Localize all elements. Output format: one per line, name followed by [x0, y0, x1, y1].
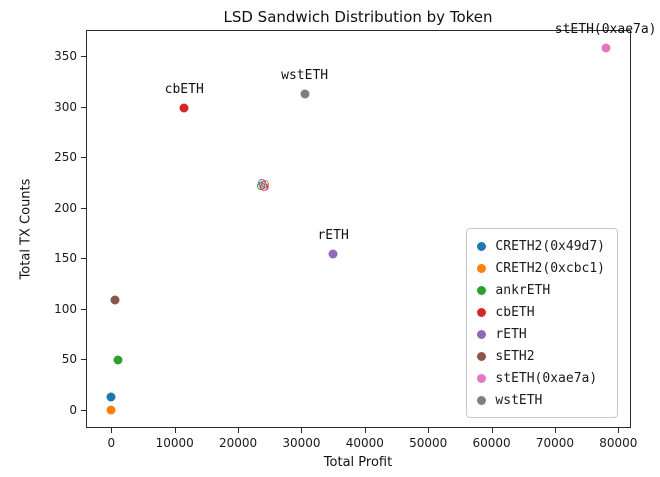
legend-label: cbETH [495, 304, 535, 320]
legend-marker-icon [477, 329, 487, 339]
legend-label: wstETH [495, 392, 543, 408]
legend-item: wstETH [477, 391, 605, 409]
legend-label: CRETH2(0x49d7) [495, 238, 605, 254]
legend: CRETH2(0x49d7) CRETH2(0xcbc1) ankrETH cbETH… [466, 228, 618, 418]
legend-item: CRETH2(0xcbc1) [477, 259, 605, 277]
legend-label: stETH(0xae7a) [495, 370, 598, 386]
scatter-point [601, 43, 611, 53]
y-tick-label: 100 [54, 301, 77, 316]
scatter-point [110, 295, 120, 305]
chart-title: LSD Sandwich Distribution by Token [223, 8, 493, 26]
legend-label: ankrETH [495, 282, 551, 298]
legend-marker-icon [477, 307, 487, 317]
legend-marker-icon [477, 395, 487, 405]
y-tick-mark [81, 157, 86, 159]
overlap-cluster-icon [261, 182, 270, 191]
legend-marker-icon [477, 285, 487, 295]
y-tick-mark [81, 56, 86, 58]
x-tick-mark [618, 428, 620, 433]
x-tick-label: 70000 [535, 436, 575, 450]
x-tick-mark [111, 428, 113, 433]
y-tick-label: 150 [54, 251, 77, 266]
scatter-point [179, 103, 189, 113]
scatter-point [113, 355, 123, 365]
legend-item: cbETH [477, 303, 605, 321]
x-tick-label: 50000 [409, 436, 448, 450]
x-tick-label: 0 [107, 436, 116, 450]
legend-marker-icon [477, 351, 487, 361]
point-label: wstETH [281, 67, 329, 83]
x-tick-label: 20000 [218, 436, 258, 450]
x-tick-label: 60000 [472, 436, 511, 450]
legend-marker-icon [477, 373, 487, 383]
legend-marker-icon [477, 241, 487, 251]
y-tick-label: 200 [54, 200, 77, 215]
x-tick-label: 80000 [599, 436, 638, 450]
scatter-point [106, 405, 116, 415]
legend-item: ankrETH [477, 281, 605, 299]
y-tick-label: 250 [54, 150, 77, 165]
legend-label: rETH [495, 326, 527, 342]
legend-item: CRETH2(0x49d7) [477, 237, 605, 255]
y-axis-label: Total TX Counts [18, 178, 34, 280]
x-tick-mark [491, 428, 493, 433]
x-tick-mark [364, 428, 366, 433]
y-tick-mark [81, 258, 86, 260]
y-tick-label: 300 [54, 99, 77, 114]
x-tick-label: 40000 [345, 436, 384, 450]
point-label: rETH [317, 228, 349, 244]
y-tick-label: 50 [61, 352, 77, 367]
scatter-point [300, 89, 310, 99]
legend-item: sETH2 [477, 347, 605, 365]
y-tick-label: 0 [69, 402, 77, 417]
legend-label: sETH2 [495, 348, 535, 364]
y-tick-mark [81, 106, 86, 108]
x-tick-label: 10000 [155, 436, 194, 450]
y-tick-mark [81, 308, 86, 310]
legend-item: rETH [477, 325, 605, 343]
legend-item: stETH(0xae7a) [477, 369, 605, 387]
y-tick-mark [81, 359, 86, 361]
x-tick-mark [301, 428, 303, 433]
x-tick-label: 30000 [282, 436, 321, 450]
point-label: cbETH [164, 81, 204, 97]
x-tick-mark [174, 428, 176, 433]
y-tick-label: 350 [54, 49, 77, 64]
x-tick-mark [428, 428, 430, 433]
x-tick-mark [554, 428, 556, 433]
x-axis-label: Total Profit [323, 455, 393, 470]
y-tick-mark [81, 409, 86, 411]
legend-marker-icon [477, 263, 487, 273]
y-tick-mark [81, 207, 86, 209]
legend-label: CRETH2(0xcbc1) [495, 260, 605, 276]
scatter-point [106, 392, 116, 402]
point-label: stETH(0xae7a) [554, 22, 657, 38]
x-tick-mark [238, 428, 240, 433]
scatter-point [328, 249, 338, 259]
